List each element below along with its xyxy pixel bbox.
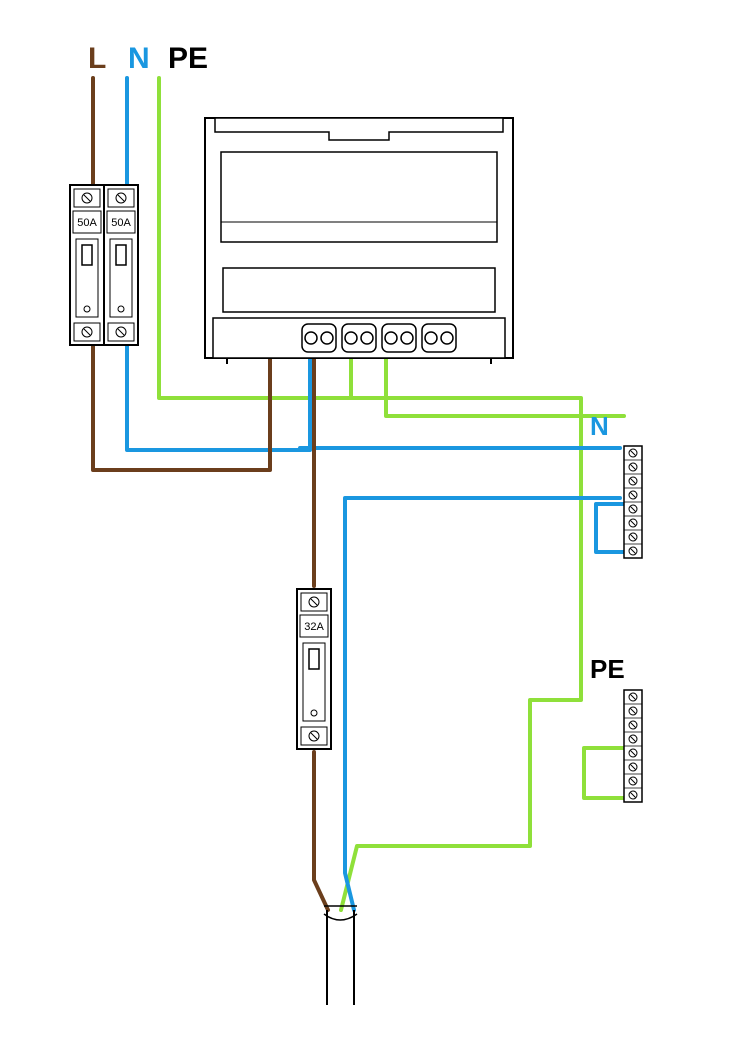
main-breaker-pole-l: 50A	[70, 185, 104, 345]
label-n-top: N	[128, 42, 150, 75]
meter-terminal	[382, 324, 416, 352]
main-breaker-pole-n: 50A	[104, 185, 138, 345]
wire-pe-bar-tap	[584, 748, 624, 798]
sub-breaker-pole: 32A	[297, 589, 331, 749]
earth-bar	[624, 690, 642, 802]
breaker-toggle[interactable]	[116, 245, 126, 265]
main-breaker: 50A 50A	[70, 185, 138, 345]
meter-display	[221, 152, 497, 242]
sub-breaker: 32A	[297, 589, 331, 749]
wire-n-bar-tap	[596, 504, 624, 552]
breaker-rating: 50A	[111, 217, 131, 229]
breaker-toggle[interactable]	[82, 245, 92, 265]
wire-l-sub-out	[314, 752, 328, 910]
label-pe-top: PE	[168, 42, 208, 75]
label-pe-bar: PE	[590, 654, 625, 684]
wire-n-sub	[345, 498, 620, 910]
label-l-top: L	[88, 42, 106, 75]
energy-meter	[205, 118, 513, 364]
wire-pe-to-bar	[386, 358, 624, 416]
output-cable-sheath	[327, 910, 354, 1005]
breaker-rating: 50A	[77, 217, 97, 229]
wiring-diagram: 50A50A32ALNPENPE	[0, 0, 749, 1048]
meter-terminal	[422, 324, 456, 352]
label-n-bar: N	[590, 411, 609, 441]
meter-terminal	[342, 324, 376, 352]
neutral-bar	[624, 446, 642, 558]
breaker-toggle[interactable]	[309, 649, 319, 669]
breaker-rating: 32A	[304, 621, 324, 633]
meter-terminal	[302, 324, 336, 352]
